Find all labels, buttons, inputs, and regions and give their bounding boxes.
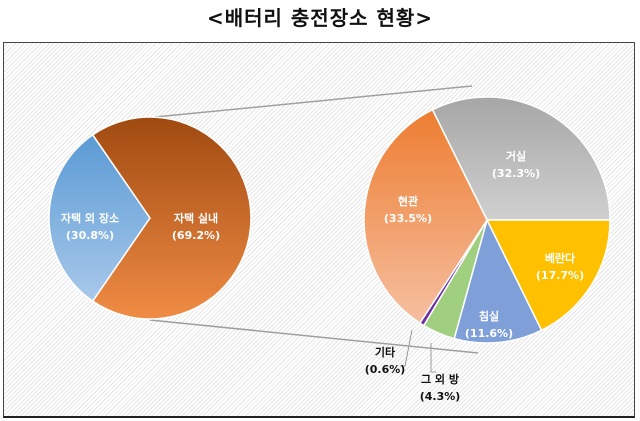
pie-slice [91, 116, 252, 320]
slice-value-label: (33.5%) [384, 212, 432, 225]
leader-line [400, 329, 413, 367]
slice-label: 침실 [479, 309, 499, 323]
slice-value-label: (11.6%) [465, 327, 513, 340]
pie-slice [453, 217, 543, 344]
slice-label: 현관 [398, 194, 418, 208]
slice-label: 자택 외 장소 [61, 211, 119, 225]
pie-slice [485, 219, 611, 332]
slice-label: 기타 [375, 345, 396, 359]
slice-value-label: (0.6%) [365, 363, 406, 376]
slice-value-label: (30.8%) [66, 229, 114, 242]
slice-label: 베란다 [545, 251, 576, 265]
slice-value-label: (17.7%) [536, 269, 584, 282]
slice-value-label: (32.3%) [492, 167, 540, 180]
pie-slice [431, 96, 611, 221]
connector-line-bottom [149, 319, 479, 354]
slice-label: 자택 실내 [174, 211, 218, 225]
chart-title: <배터리 충전장소 현황> [206, 6, 434, 30]
connector-line-top [154, 85, 473, 118]
pie-slice [363, 108, 488, 325]
slice-value-label: (4.3%) [420, 390, 461, 403]
slice-label: 거실 [506, 149, 526, 163]
slice-label: 그 외 방 [421, 372, 459, 386]
slice-value-label: (69.2%) [172, 229, 220, 242]
leader-line [430, 343, 436, 373]
pie-slice [48, 133, 151, 303]
